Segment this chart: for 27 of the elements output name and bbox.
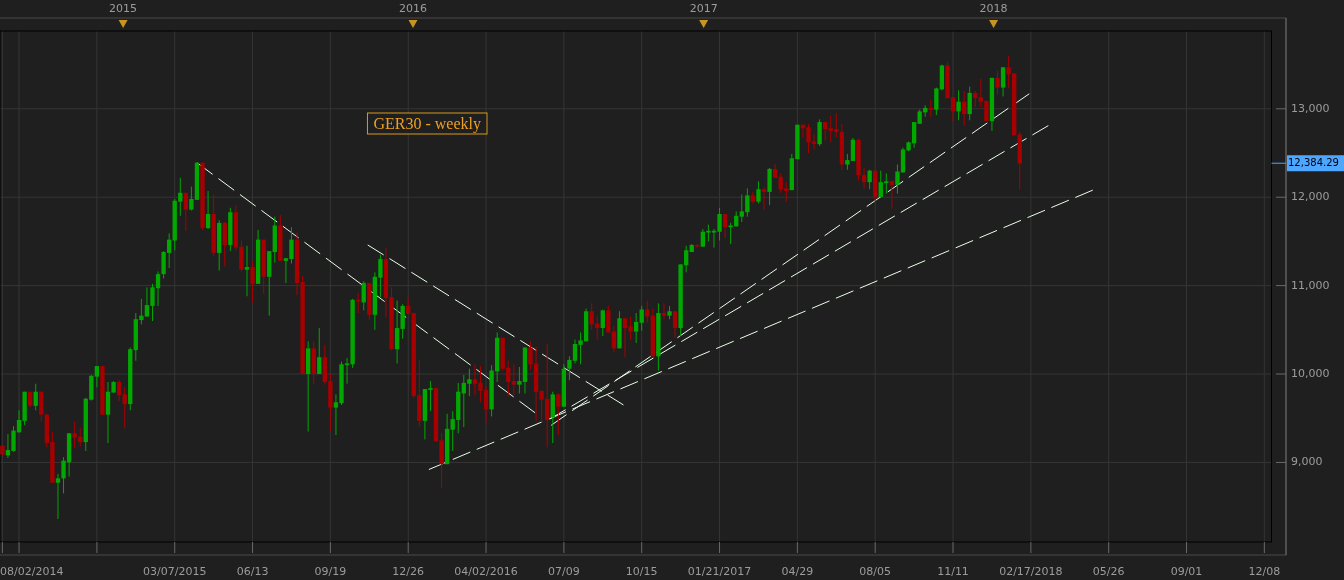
x-tick-label: 08/02/2014 — [0, 565, 64, 578]
x-tick-label: 09/19 — [314, 565, 347, 578]
x-tick-label: 04/02/2016 — [454, 565, 518, 578]
x-tick-label: 02/17/2018 — [999, 565, 1063, 578]
x-tick-label: 07/09 — [548, 565, 580, 578]
x-tick-label: 12/26 — [392, 565, 425, 578]
y-tick-label: 9,000 — [1291, 455, 1323, 469]
x-tick-label: 03/07/2015 — [143, 565, 207, 578]
y-tick-label: 12,000 — [1291, 190, 1330, 204]
x-tick-label: 12/08 — [1248, 565, 1281, 578]
x2-tick-label: 2016 — [398, 2, 427, 15]
y-tick-label: 11,000 — [1291, 278, 1330, 292]
x-tick-label: 10/15 — [625, 565, 658, 578]
x-tick-label: 04/29 — [781, 565, 814, 578]
x2-tick-label: 2015 — [109, 2, 138, 15]
y-tick-label: 10,000 — [1291, 367, 1330, 381]
x-tick-label: 05/26 — [1092, 565, 1125, 578]
y-tick-label: 13,000 — [1291, 101, 1330, 115]
text: GER30 - weekly — [373, 115, 481, 133]
ref-line-label: 12,384.29 — [1288, 157, 1339, 169]
x2-tick-label: 2017 — [689, 2, 718, 15]
x-tick-label: 06/13 — [236, 565, 269, 578]
x-tick-label: 08/05 — [859, 565, 892, 578]
x-tick-label: 09/01 — [1170, 565, 1203, 578]
x-tick-label: 11/11 — [937, 565, 969, 578]
x-tick-label: 01/21/2017 — [687, 565, 752, 578]
x2-tick-label: 2018 — [979, 2, 1008, 15]
